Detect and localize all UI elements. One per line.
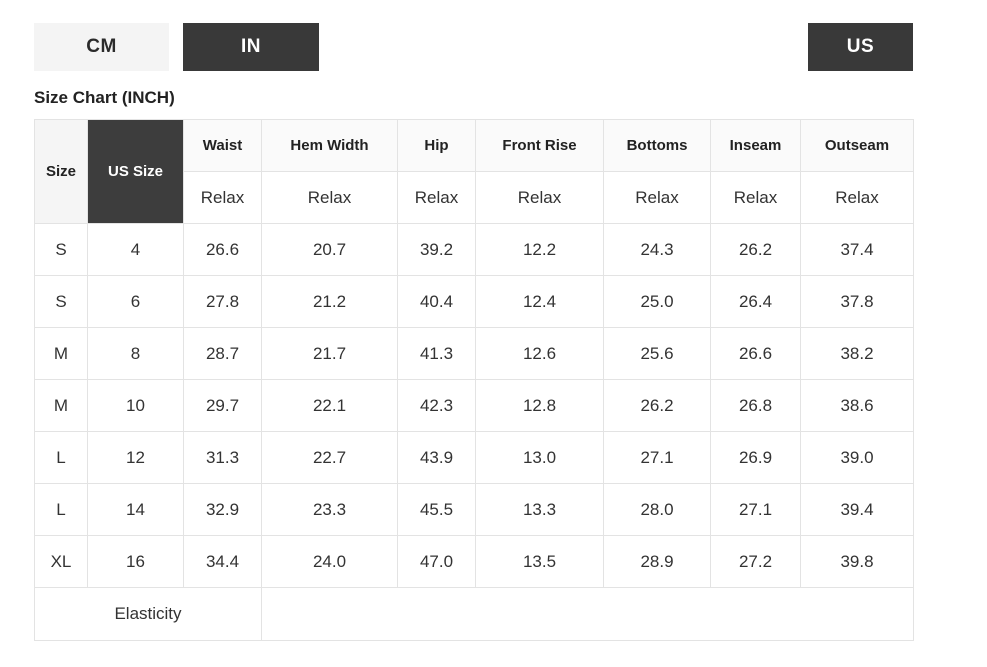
measurement-cell: 12.2 — [475, 223, 604, 276]
measurement-cell: 29.7 — [183, 379, 262, 432]
us-size-column-header: US Size — [87, 119, 184, 224]
measurement-cell: 26.4 — [710, 275, 801, 328]
measurement-cell: 42.3 — [397, 379, 476, 432]
us-size-cell: 4 — [87, 223, 184, 276]
measurement-cell: 37.8 — [800, 275, 914, 328]
measurement-cell: 41.3 — [397, 327, 476, 380]
fit-cell: Relax — [183, 171, 262, 224]
measurement-cell: 28.7 — [183, 327, 262, 380]
us-region-button[interactable]: US — [808, 23, 913, 71]
measurement-cell: 43.9 — [397, 431, 476, 484]
measurement-cell: 47.0 — [397, 535, 476, 588]
fit-cell: Relax — [603, 171, 711, 224]
elasticity-label-cell: Elasticity — [34, 587, 262, 641]
measurement-cell: 25.0 — [603, 275, 711, 328]
table-row: M 10 29.7 22.1 42.3 12.8 26.2 26.8 38.6 — [34, 379, 914, 432]
us-size-cell: 14 — [87, 483, 184, 536]
fit-cell: Relax — [261, 171, 398, 224]
measurement-cell: 38.6 — [800, 379, 914, 432]
measurement-cell: 27.1 — [710, 483, 801, 536]
measurement-cell: 22.1 — [261, 379, 398, 432]
measurement-cell: 20.7 — [261, 223, 398, 276]
measurement-cell: 13.5 — [475, 535, 604, 588]
measurement-cell: 26.9 — [710, 431, 801, 484]
column-header-bottoms: Bottoms — [603, 119, 711, 172]
column-header-front-rise: Front Rise — [475, 119, 604, 172]
measurement-cell: 13.3 — [475, 483, 604, 536]
measurement-cell: 25.6 — [603, 327, 711, 380]
header-row: Size US Size Waist Hem Width Hip Front R… — [34, 119, 914, 224]
fit-cell: Relax — [710, 171, 801, 224]
table-row: XL 16 34.4 24.0 47.0 13.5 28.9 27.2 39.8 — [34, 535, 914, 588]
size-column-header: Size — [34, 119, 88, 224]
elasticity-row: Elasticity — [34, 587, 914, 641]
measurement-cell: 40.4 — [397, 275, 476, 328]
measurement-cell: 27.8 — [183, 275, 262, 328]
measurement-cell: 28.0 — [603, 483, 711, 536]
measurement-cell: 22.7 — [261, 431, 398, 484]
elasticity-value-cell — [261, 587, 914, 641]
in-toggle-button[interactable]: IN — [183, 23, 319, 71]
size-cell: L — [34, 483, 88, 536]
us-size-cell: 6 — [87, 275, 184, 328]
table-row: L 12 31.3 22.7 43.9 13.0 27.1 26.9 39.0 — [34, 431, 914, 484]
size-cell: S — [34, 223, 88, 276]
measurement-cell: 31.3 — [183, 431, 262, 484]
column-header-hip: Hip — [397, 119, 476, 172]
size-cell: M — [34, 379, 88, 432]
measurement-cell: 39.0 — [800, 431, 914, 484]
measurement-cell: 39.2 — [397, 223, 476, 276]
measurement-cell: 28.9 — [603, 535, 711, 588]
measurement-cell: 21.7 — [261, 327, 398, 380]
size-cell: M — [34, 327, 88, 380]
size-cell: XL — [34, 535, 88, 588]
measurement-cell: 27.1 — [603, 431, 711, 484]
us-size-cell: 10 — [87, 379, 184, 432]
column-header-waist: Waist — [183, 119, 262, 172]
table-row: M 8 28.7 21.7 41.3 12.6 25.6 26.6 38.2 — [34, 327, 914, 380]
measurement-cell: 26.2 — [603, 379, 711, 432]
measurement-cell: 12.6 — [475, 327, 604, 380]
measurement-cell: 38.2 — [800, 327, 914, 380]
measurement-cell: 12.8 — [475, 379, 604, 432]
size-chart-title: Size Chart (INCH) — [34, 88, 175, 107]
unit-toggle-row: CM IN US — [34, 23, 913, 71]
size-cell: S — [34, 275, 88, 328]
measurement-cell: 32.9 — [183, 483, 262, 536]
table-row: L 14 32.9 23.3 45.5 13.3 28.0 27.1 39.4 — [34, 483, 914, 536]
measurement-cell: 12.4 — [475, 275, 604, 328]
table-row: S 4 26.6 20.7 39.2 12.2 24.3 26.2 37.4 — [34, 223, 914, 276]
size-chart-table: Size US Size Waist Hem Width Hip Front R… — [34, 119, 914, 641]
table-row: S 6 27.8 21.2 40.4 12.4 25.0 26.4 37.8 — [34, 275, 914, 328]
us-size-cell: 12 — [87, 431, 184, 484]
column-header-outseam: Outseam — [800, 119, 914, 172]
fit-cell: Relax — [397, 171, 476, 224]
measurement-cell: 26.2 — [710, 223, 801, 276]
fit-cell: Relax — [475, 171, 604, 224]
measurement-cell: 26.6 — [710, 327, 801, 380]
measurement-cell: 45.5 — [397, 483, 476, 536]
measurement-cell: 37.4 — [800, 223, 914, 276]
size-chart-page: CM IN US Size Chart (INCH) Size US Size … — [34, 23, 914, 641]
column-header-inseam: Inseam — [710, 119, 801, 172]
column-header-hem-width: Hem Width — [261, 119, 398, 172]
measurement-cell: 39.4 — [800, 483, 914, 536]
cm-toggle-button[interactable]: CM — [34, 23, 169, 71]
us-size-cell: 8 — [87, 327, 184, 380]
measurement-cell: 23.3 — [261, 483, 398, 536]
us-size-cell: 16 — [87, 535, 184, 588]
fit-row: Relax Relax Relax Relax Relax Relax Rela… — [35, 171, 914, 224]
fit-cell: Relax — [800, 171, 914, 224]
measurement-cell: 26.8 — [710, 379, 801, 432]
size-cell: L — [34, 431, 88, 484]
measurement-cell: 26.6 — [183, 223, 262, 276]
measurement-cell: 21.2 — [261, 275, 398, 328]
measurement-cell: 13.0 — [475, 431, 604, 484]
measurement-cell: 24.0 — [261, 535, 398, 588]
measurement-cell: 39.8 — [800, 535, 914, 588]
measurement-cell: 24.3 — [603, 223, 711, 276]
measurement-cell: 27.2 — [710, 535, 801, 588]
measurement-cell: 34.4 — [183, 535, 262, 588]
